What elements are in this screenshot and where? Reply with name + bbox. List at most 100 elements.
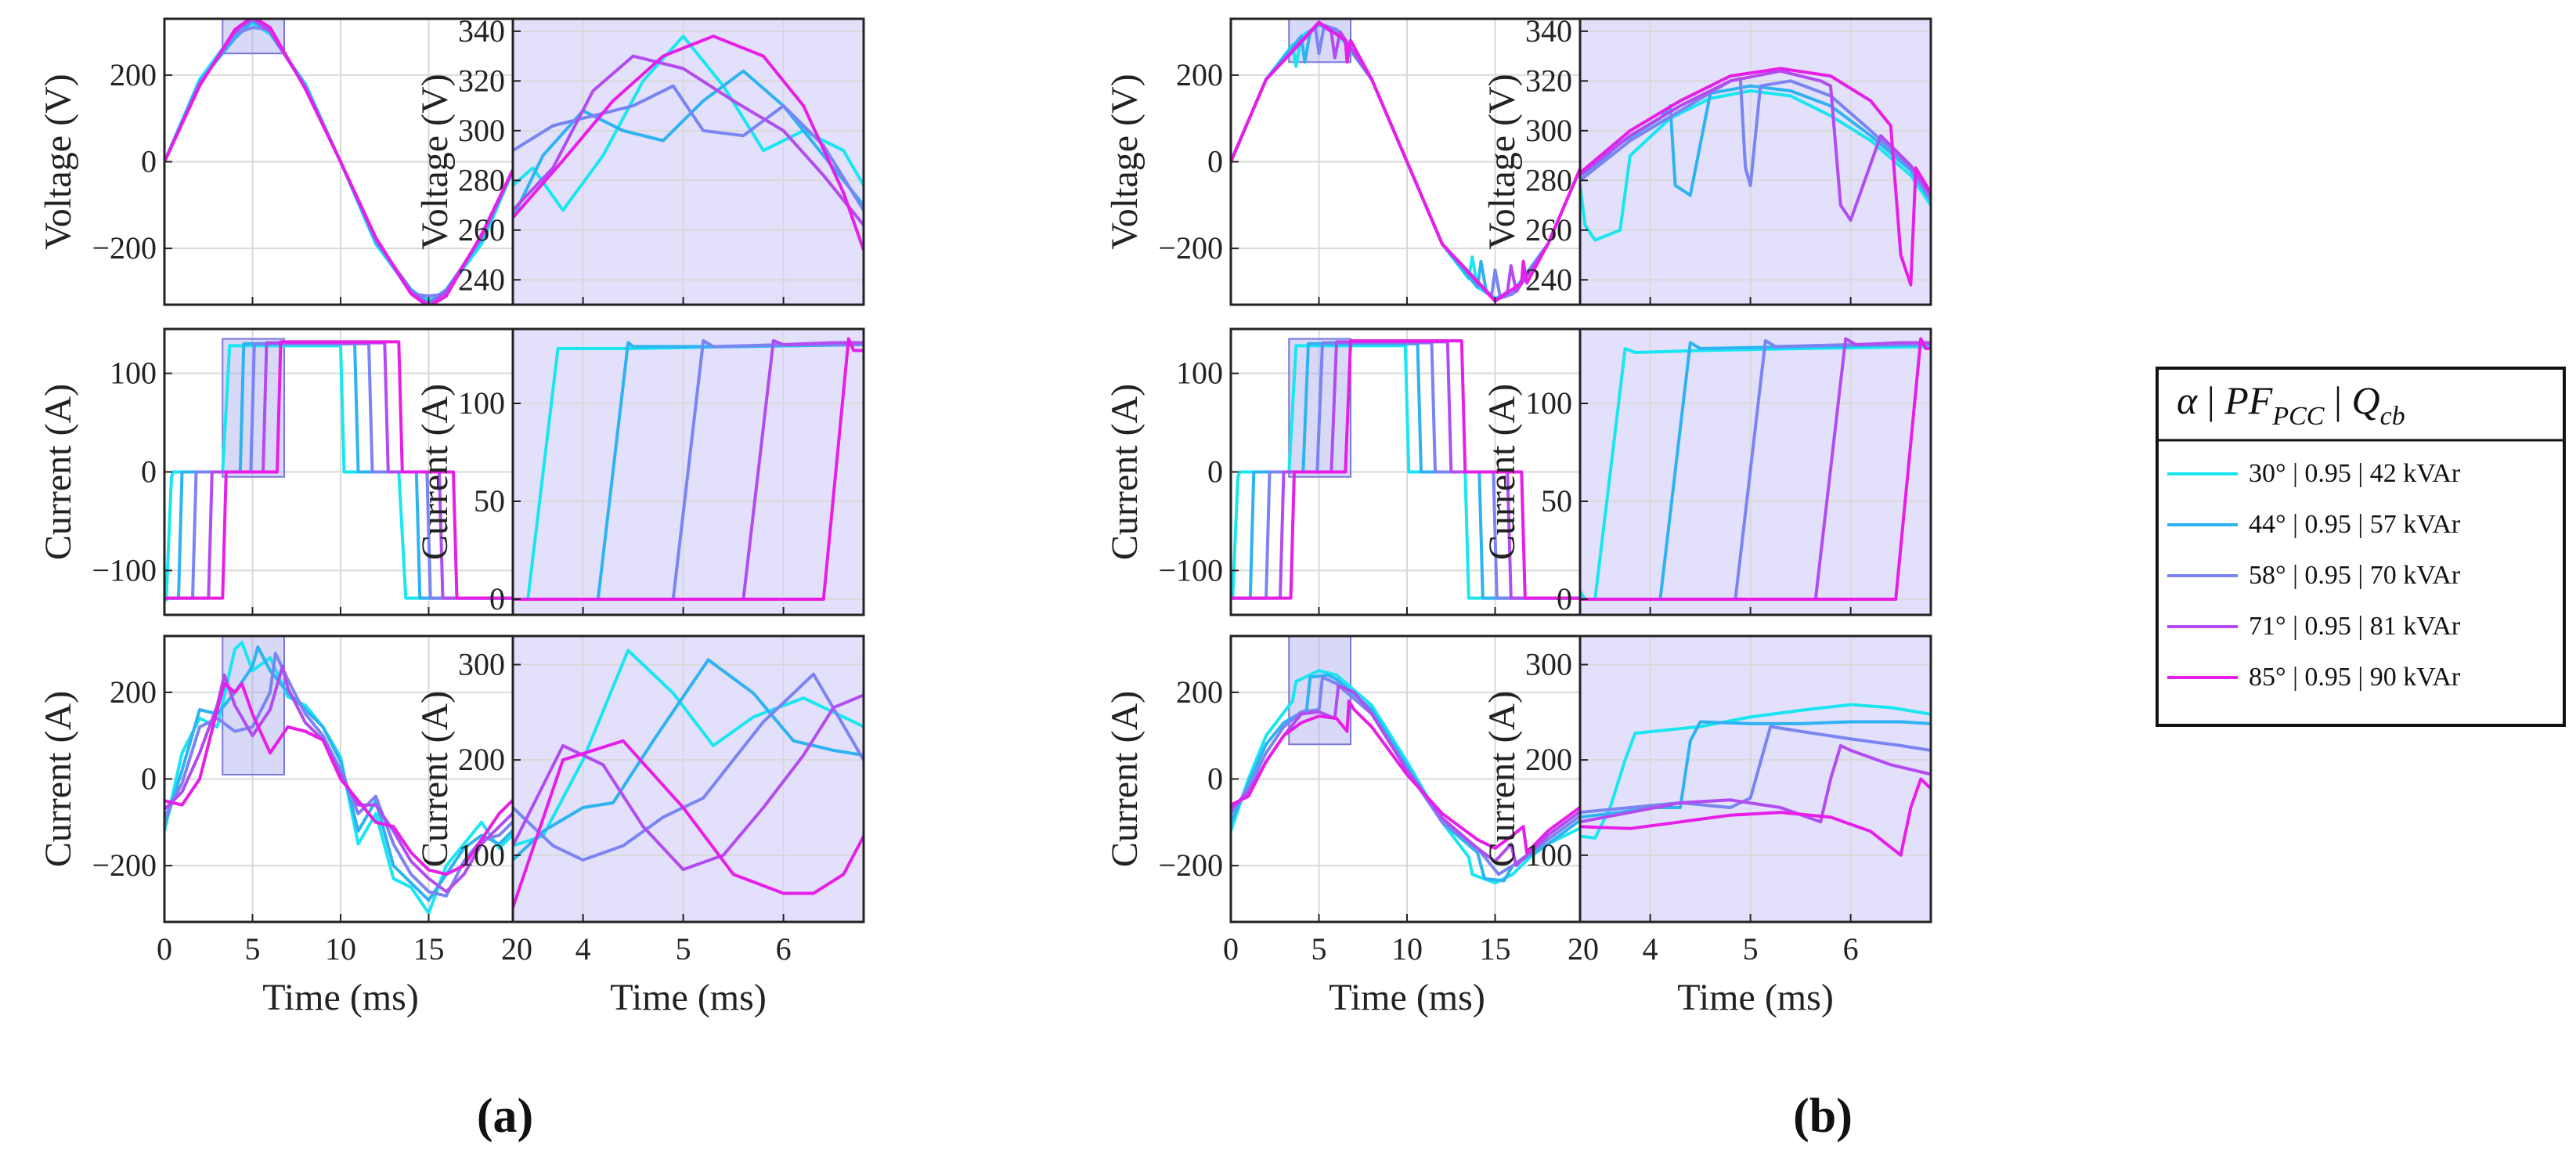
y-tick-label: 200: [1176, 57, 1223, 92]
y-tick-label: 100: [1525, 385, 1572, 421]
y-tick-label: 300: [1525, 647, 1572, 682]
y-tick-label: 50: [474, 483, 505, 519]
y-tick-label: 0: [1557, 581, 1572, 616]
y-tick-label: 200: [110, 57, 157, 92]
x-axis-label: Time (ms): [1677, 977, 1834, 1018]
legend-title-q-sub: cb: [2380, 402, 2405, 431]
y-tick-label: 50: [1541, 483, 1572, 519]
series-line-5: [1580, 67, 1931, 287]
x-axis-label: Time (ms): [610, 977, 767, 1018]
y-tick-label: −200: [1158, 848, 1223, 883]
legend-label: 44° | 0.95 | 57 kVAr: [2249, 510, 2461, 539]
y-tick-label: 240: [1525, 262, 1572, 297]
x-tick-label: 6: [776, 931, 792, 967]
axes-frame: [511, 327, 865, 616]
y-axis-label: Current (A): [1481, 384, 1523, 560]
y-tick-label: −200: [92, 848, 157, 883]
y-tick-label: 300: [1525, 113, 1572, 148]
axes-frame: [1578, 17, 1932, 306]
x-tick-label: 0: [1223, 931, 1239, 967]
legend-title-q: Q: [2352, 378, 2380, 422]
x-tick-label: 20: [1568, 931, 1599, 967]
x-tick-label: 15: [1480, 931, 1511, 967]
x-tick-label: 20: [501, 931, 532, 967]
series-line-4: [1580, 69, 1931, 222]
y-tick-label: 100: [1525, 837, 1572, 873]
y-axis-label: Current (A): [414, 384, 456, 560]
axes-frame: [511, 634, 865, 923]
y-tick-label: −200: [92, 230, 157, 266]
series-line-5: [513, 739, 864, 909]
x-axis-label: Time (ms): [1329, 977, 1485, 1018]
y-tick-label: 0: [141, 144, 157, 179]
legend-item: 85° | 0.95 | 90 kVAr: [2167, 663, 2461, 692]
y-tick-label: 200: [458, 742, 505, 777]
legend-item: 71° | 0.95 | 81 kVAr: [2167, 612, 2461, 641]
series-line-3: [1231, 675, 1583, 876]
plot-area: [513, 19, 864, 305]
y-tick-label: 340: [458, 13, 505, 49]
legend-title-sep: |: [2197, 378, 2224, 422]
x-axis-label: Time (ms): [262, 977, 419, 1018]
legend-title-alpha: α: [2177, 378, 2199, 422]
series-line-5: [1231, 699, 1583, 855]
chart-b-capcurrent-full: −200 0 200 0 5 10 15 20 Current (A) Time (ms): [1104, 634, 1599, 1018]
y-tick-label: 100: [458, 385, 505, 421]
series-line-1: [164, 344, 517, 602]
y-axis-label: Current (A): [38, 384, 79, 560]
zoom-region-box: [1288, 338, 1351, 478]
legend-label: 85° | 0.95 | 90 kVAr: [2249, 663, 2461, 692]
y-tick-label: −100: [1158, 552, 1223, 587]
y-axis-label: Current (A): [1104, 691, 1145, 867]
y-tick-label: 0: [141, 761, 157, 797]
axes-frame: [1578, 634, 1932, 923]
series-line-2: [1231, 673, 1583, 883]
series-line-5: [1580, 337, 1931, 601]
series-line-2: [513, 658, 864, 862]
y-axis-label: Voltage (V): [38, 74, 79, 249]
chart-b-voltage-full: −200 0 200 Voltage (V): [1104, 17, 1585, 306]
y-tick-label: 200: [1525, 742, 1572, 777]
series-line-3: [1580, 725, 1931, 815]
series-line-1: [1231, 669, 1583, 885]
y-tick-label: 0: [141, 454, 157, 490]
x-tick-label: 5: [1311, 931, 1327, 967]
legend-label: 71° | 0.95 | 81 kVAr: [2249, 612, 2461, 641]
y-tick-label: 320: [458, 63, 505, 98]
y-tick-label: 300: [458, 113, 505, 148]
legend-item: 30° | 0.95 | 42 kVAr: [2167, 459, 2461, 488]
y-axis-label: Voltage (V): [1104, 74, 1145, 249]
plot-area: [513, 636, 864, 922]
y-tick-label: −100: [92, 552, 157, 587]
series-line-5: [1231, 339, 1583, 600]
legend-item: 58° | 0.95 | 70 kVAr: [2167, 561, 2461, 590]
y-tick-label: 100: [458, 837, 505, 873]
y-tick-label: 280: [458, 162, 505, 197]
series-line-3: [1580, 77, 1931, 201]
legend-label: 30° | 0.95 | 42 kVAr: [2249, 459, 2461, 488]
y-tick-label: 280: [1525, 162, 1572, 197]
series-line-4: [513, 54, 864, 226]
series-line-3: [513, 84, 864, 211]
y-tick-label: 200: [1176, 674, 1223, 710]
series-line-5: [164, 681, 517, 876]
y-tick-label: 200: [110, 674, 157, 710]
legend-item: 44° | 0.95 | 57 kVAr: [2167, 510, 2461, 539]
axes-frame: [1578, 327, 1932, 616]
axes-frame: [511, 17, 865, 306]
series-line-5: [1580, 777, 1931, 857]
x-tick-label: 0: [157, 931, 172, 967]
legend-label: 58° | 0.95 | 70 kVAr: [2249, 561, 2461, 590]
x-tick-label: 4: [575, 931, 591, 967]
x-tick-label: 5: [1743, 931, 1759, 967]
series-line-2: [164, 645, 517, 902]
legend-title-sep: |: [2324, 378, 2351, 422]
y-axis-label: Voltage (V): [1481, 74, 1523, 249]
x-tick-label: 6: [1843, 931, 1859, 967]
y-tick-label: 0: [1207, 454, 1223, 490]
